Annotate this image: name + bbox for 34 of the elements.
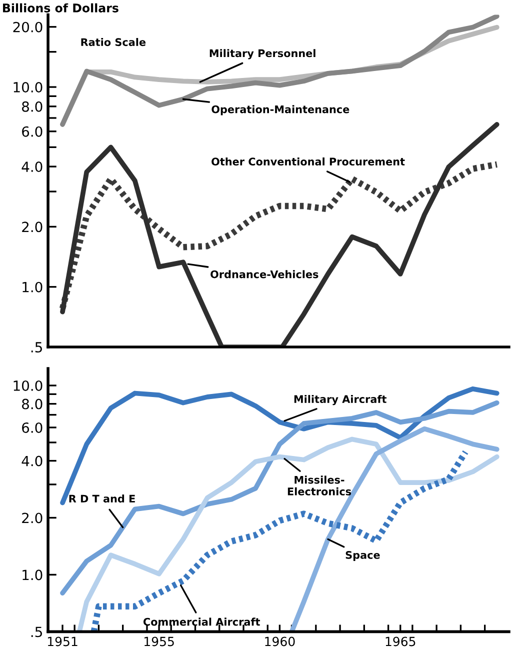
- y-tick-label: 8.0: [22, 398, 42, 410]
- y-tick-label: 6.0: [22, 422, 42, 433]
- line-series: [289, 426, 500, 632]
- y-tick-label: 2.0: [22, 222, 42, 232]
- y-tick-label: 4.0: [22, 162, 42, 172]
- y-tick-label: 8.0: [22, 101, 42, 112]
- annotation: Ordnance-Vehicles: [210, 270, 318, 278]
- annotation: Space: [346, 551, 380, 561]
- annotation: Military Aircraft: [294, 394, 386, 406]
- y-tick-label: 10.0: [14, 380, 42, 391]
- annotation: Commercial Aircraft: [143, 618, 260, 626]
- y-tick-label: .5: [31, 342, 42, 353]
- annotation: Ratio Scale: [81, 38, 146, 46]
- annotation: R D T and E: [69, 494, 135, 503]
- annotation: Missiles- Electronics: [288, 476, 352, 496]
- y-axis-title: Billions of Dollars: [3, 3, 118, 12]
- x-tick-label: 1951: [48, 636, 78, 646]
- y-tick-label: 6.0: [22, 126, 42, 137]
- x-tick-label: 1955: [144, 636, 174, 646]
- y-tick-label: 1.0: [22, 282, 42, 292]
- y-tick-label: .5: [31, 626, 42, 638]
- annotation: Operation-Maintenance: [212, 105, 350, 116]
- y-tick-label: 10.0: [14, 82, 42, 92]
- x-tick-label: 1960: [265, 636, 295, 646]
- line-series: [76, 436, 500, 632]
- line-series: [60, 122, 500, 348]
- annotation: Other Conventional Procurement: [212, 157, 405, 166]
- line-series: [60, 386, 500, 506]
- annotation: Military Personnel: [210, 49, 316, 60]
- x-tick-label: 1965: [386, 636, 416, 646]
- y-tick-label: 20.0: [13, 22, 42, 32]
- y-tick-label: 2.0: [22, 512, 42, 524]
- y-tick-label: 1.0: [22, 570, 42, 580]
- y-tick-label: 4.0: [22, 456, 42, 466]
